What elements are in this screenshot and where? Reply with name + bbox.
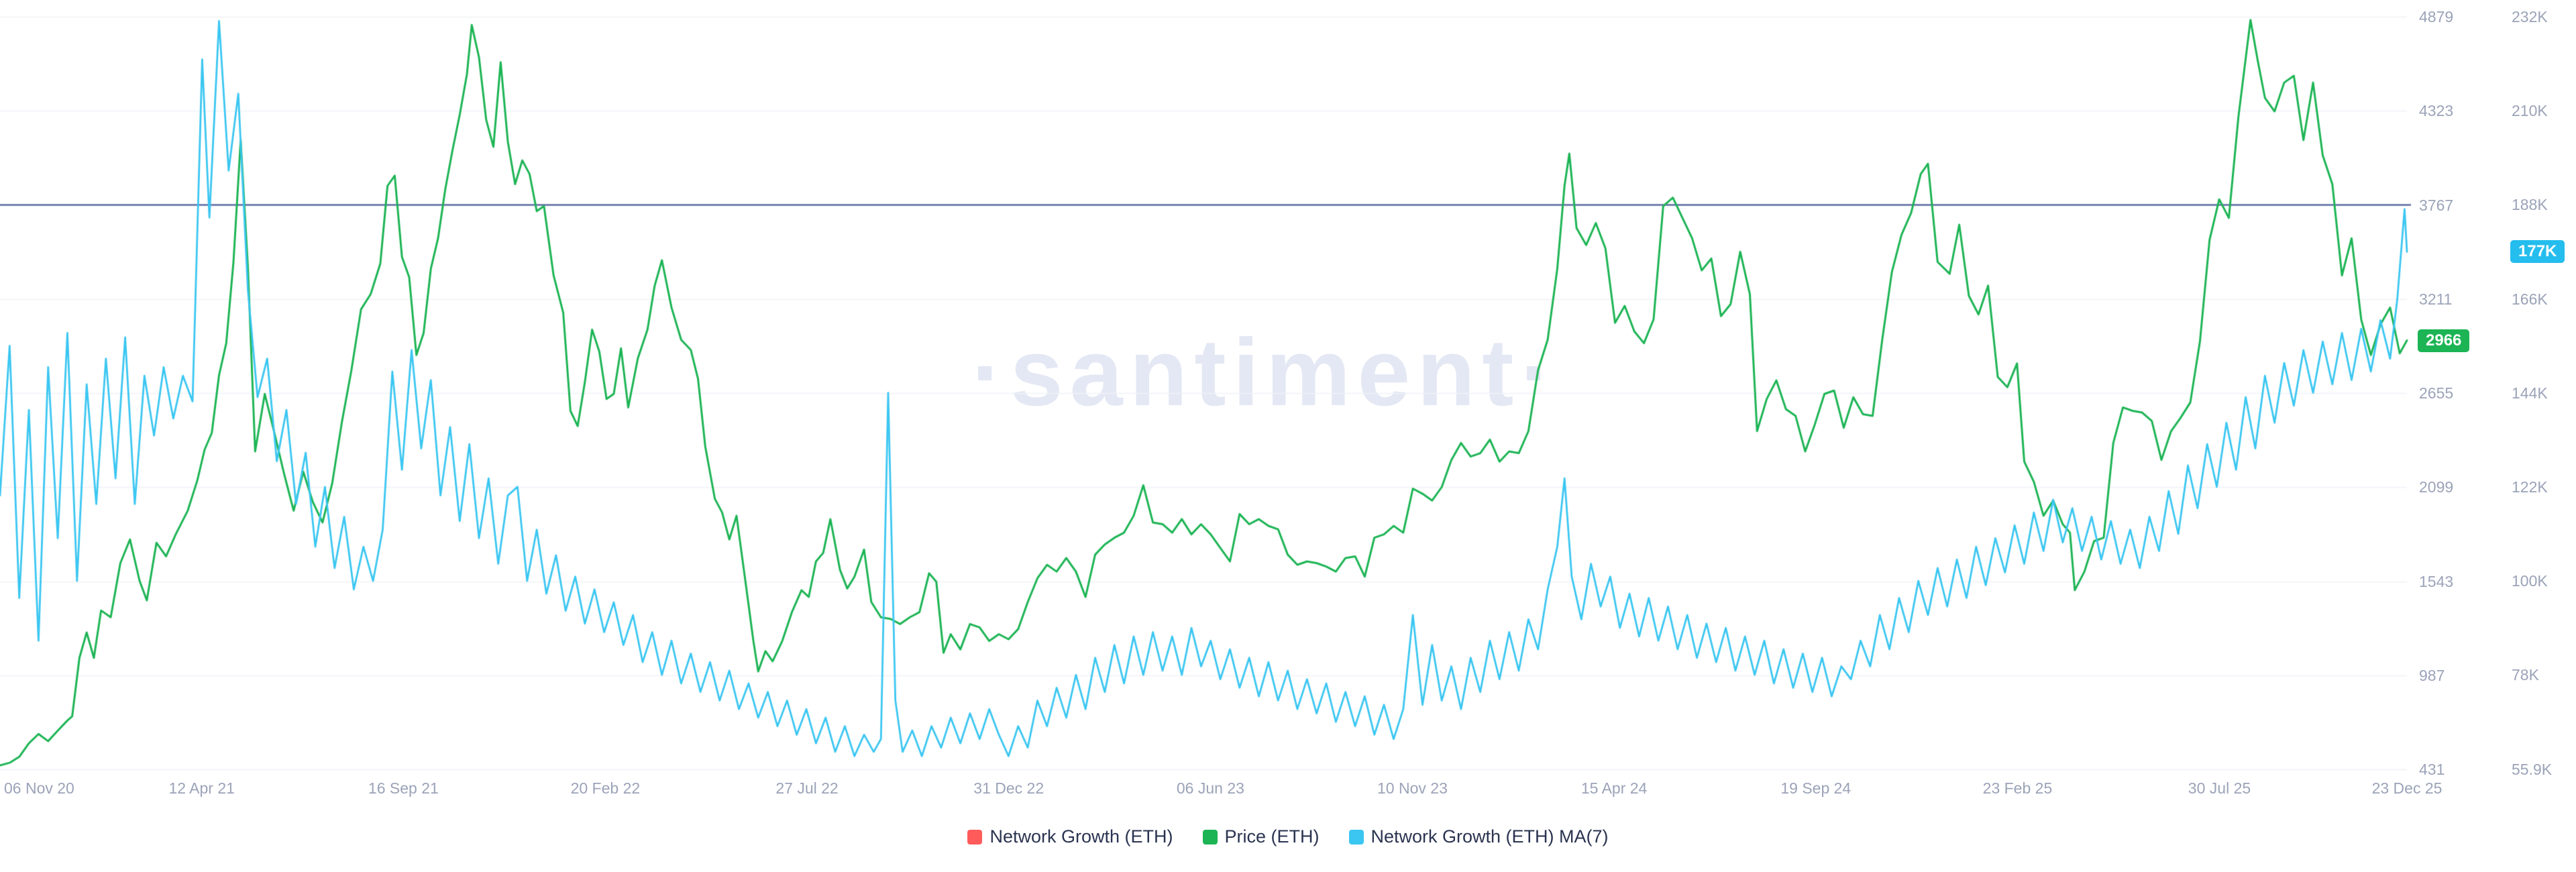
price-axis-tick: 2099 [2419, 478, 2454, 496]
network-growth-axis-tick: 122K [2512, 478, 2548, 496]
x-axis-label: 16 Sep 21 [368, 779, 439, 797]
network-growth-axis-tick: 210K [2512, 102, 2548, 120]
x-axis-label: 20 Feb 22 [570, 779, 641, 797]
legend: Network Growth (ETH) Price (ETH) Network G… [0, 826, 2576, 847]
network-growth-axis-tick: 232K [2512, 8, 2548, 25]
price-axis-tick: 2655 [2419, 384, 2454, 402]
network-growth-axis-tick: 188K [2512, 196, 2548, 214]
legend-swatch-icon [1202, 829, 1218, 844]
legend-item-price[interactable]: Price (ETH) [1202, 826, 1320, 847]
legend-item-network-growth[interactable]: Network Growth (ETH) [967, 826, 1173, 847]
price-axis-tick: 3211 [2419, 290, 2453, 308]
legend-label: Network Growth (ETH) [989, 826, 1173, 847]
x-axis-label: 31 Dec 22 [973, 779, 1044, 797]
legend-item-network-growth-ma7[interactable]: Network Growth (ETH) MA(7) [1348, 826, 1609, 847]
network-growth-axis: 55.9K 78K 100K 122K 144K 166K 188K 210K 232K [2512, 0, 2576, 872]
x-axis-label: 06 Jun 23 [1176, 779, 1244, 797]
x-axis-label: 30 Jul 25 [2188, 779, 2251, 797]
legend-swatch-icon [1348, 829, 1364, 844]
x-axis-label: 23 Feb 25 [1982, 779, 2053, 797]
price-current-badge: 2966 [2418, 329, 2470, 352]
network-growth-axis-tick: 55.9K [2512, 761, 2553, 778]
price-axis-tick: 987 [2419, 666, 2445, 684]
x-axis-label: 23 Dec 25 [2371, 779, 2443, 797]
network-growth-axis-tick: 166K [2512, 290, 2548, 308]
x-axis-label: 06 Nov 20 [4, 779, 74, 797]
price-axis-tick: 3767 [2419, 196, 2454, 214]
x-axis-label: 10 Nov 23 [1377, 779, 1448, 797]
price-axis-tick: 4323 [2419, 102, 2454, 120]
legend-swatch-icon [967, 829, 983, 844]
network-growth-axis-tick: 100K [2512, 572, 2548, 590]
legend-label: Network Growth (ETH) MA(7) [1371, 826, 1609, 847]
network-growth-axis-tick: 144K [2512, 384, 2548, 402]
x-axis-label: 15 Apr 24 [1580, 779, 1648, 797]
x-axis: 06 Nov 20 12 Apr 21 16 Sep 21 20 Feb 22 27 J… [0, 779, 2576, 801]
x-axis-label: 12 Apr 21 [168, 779, 235, 797]
x-axis-label: 19 Sep 24 [1780, 779, 1851, 797]
x-axis-label: 27 Jul 22 [775, 779, 839, 797]
network-growth-current-badge: 177K [2510, 240, 2565, 264]
legend-label: Price (ETH) [1224, 826, 1320, 847]
network-growth-axis-tick: 78K [2512, 666, 2539, 684]
price-axis: 431 987 1543 2099 2655 3211 3767 4323 4879 [2419, 0, 2503, 872]
price-axis-tick: 431 [2419, 761, 2445, 778]
price-axis-tick: 1543 [2419, 572, 2454, 590]
price-axis-tick: 4879 [2419, 8, 2454, 25]
